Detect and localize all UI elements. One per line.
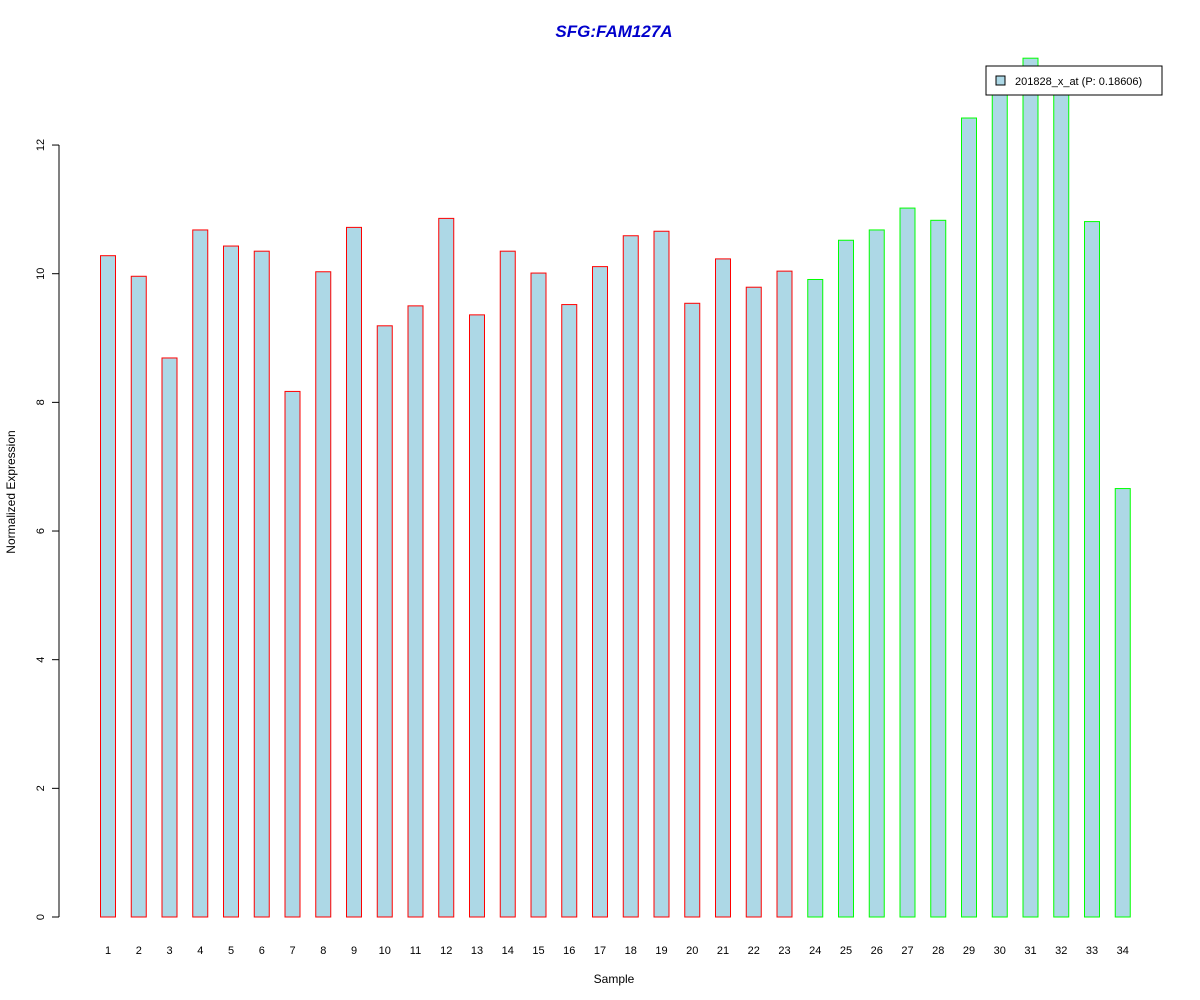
x-tick-label: 31 — [1024, 945, 1036, 957]
x-tick-label: 30 — [994, 945, 1006, 957]
x-tick-label: 25 — [840, 945, 852, 957]
x-tick-label: 13 — [471, 945, 483, 957]
bar-sample-25 — [838, 239, 854, 918]
bar-sample-17 — [592, 266, 608, 918]
x-tick-label: 32 — [1055, 945, 1067, 957]
y-axis: 0 2 4 6 8 10 12 — [35, 139, 60, 920]
bar-sample-23 — [776, 270, 793, 918]
bar-sample-8 — [315, 271, 332, 918]
legend-swatch — [995, 75, 1006, 86]
x-tick-label: 6 — [259, 945, 265, 957]
y-tick-label: 12 — [35, 139, 47, 151]
x-tick-label: 1 — [105, 945, 111, 957]
x-tick-label: 23 — [778, 945, 790, 957]
y-tick-label: 6 — [35, 528, 47, 534]
x-tick-label: 18 — [625, 945, 637, 957]
x-tick-label: 2 — [136, 945, 142, 957]
bar-sample-24 — [807, 278, 824, 918]
bar-sample-1 — [100, 255, 116, 918]
bar-sample-7 — [284, 390, 301, 918]
x-tick-label: 8 — [320, 945, 326, 957]
bar-sample-15 — [530, 272, 547, 918]
x-tick-label: 34 — [1117, 945, 1129, 957]
bar-sample-6 — [253, 250, 270, 918]
bar-sample-22 — [745, 286, 762, 918]
bar-sample-20 — [684, 302, 701, 918]
y-tick-label: 10 — [35, 268, 47, 280]
x-tick-label: 22 — [748, 945, 760, 957]
y-tick-label: 0 — [35, 914, 47, 920]
x-tick-label: 9 — [351, 945, 357, 957]
x-tick-label: 14 — [502, 945, 514, 957]
x-tick-label: 21 — [717, 945, 729, 957]
bar-sample-16 — [561, 304, 578, 918]
bar-sample-14 — [499, 250, 516, 918]
bar-sample-29 — [961, 117, 977, 918]
bar-sample-2 — [130, 275, 147, 918]
bar-sample-28 — [930, 219, 947, 918]
bar-sample-26 — [868, 229, 885, 918]
x-axis-tick-labels: 1 2 3 4 5 6 7 8 9 10 11 12 13 14 15 16 17 18 19 20 21 22 23 24 2… — [105, 945, 1129, 957]
legend-label: 201828_x_at (P: 0.18606) — [1015, 76, 1142, 88]
x-tick-label: 3 — [166, 945, 172, 957]
x-tick-label: 5 — [228, 945, 234, 957]
x-tick-label: 10 — [379, 945, 391, 957]
x-tick-label: 15 — [532, 945, 544, 957]
legend: 201828_x_at (P: 0.18606) — [985, 65, 1163, 96]
bar-sample-3 — [161, 357, 178, 918]
x-tick-label: 19 — [655, 945, 667, 957]
x-tick-label: 7 — [289, 945, 295, 957]
x-tick-label: 12 — [440, 945, 452, 957]
x-tick-label: 16 — [563, 945, 575, 957]
bar-sample-21 — [715, 258, 731, 918]
bar-sample-4 — [192, 229, 209, 918]
x-tick-label: 11 — [410, 945, 421, 957]
bar-sample-9 — [346, 226, 362, 918]
x-tick-label: 28 — [932, 945, 944, 957]
bars — [100, 57, 1131, 918]
x-tick-label: 20 — [686, 945, 698, 957]
bar-sample-10 — [376, 325, 393, 918]
x-tick-label: 27 — [901, 945, 913, 957]
x-tick-label: 17 — [594, 945, 606, 957]
bar-sample-33 — [1084, 221, 1100, 918]
x-tick-label: 4 — [197, 945, 203, 957]
bar-sample-18 — [622, 235, 639, 918]
y-tick-label: 4 — [35, 657, 47, 663]
bar-sample-30 — [991, 85, 1008, 918]
bar-sample-32 — [1053, 85, 1070, 918]
y-tick-label: 2 — [35, 785, 47, 791]
bar-sample-13 — [469, 314, 485, 918]
bar-sample-19 — [653, 230, 670, 918]
x-axis-title: Sample — [594, 972, 635, 986]
x-tick-label: 26 — [871, 945, 883, 957]
bar-sample-12 — [438, 217, 455, 918]
y-axis-title: Normalized Expression — [4, 430, 18, 553]
x-tick-label: 29 — [963, 945, 975, 957]
x-tick-label: 24 — [809, 945, 821, 957]
chart-title: SFG:FAM127A — [555, 22, 672, 41]
x-tick-label: 33 — [1086, 945, 1098, 957]
bar-sample-31 — [1022, 57, 1039, 918]
bar-sample-27 — [899, 207, 916, 918]
bar-sample-5 — [223, 245, 239, 918]
legend-box — [985, 65, 1163, 96]
bar-sample-34 — [1114, 488, 1131, 918]
y-tick-label: 8 — [35, 399, 47, 405]
bar-sample-11 — [407, 305, 424, 918]
